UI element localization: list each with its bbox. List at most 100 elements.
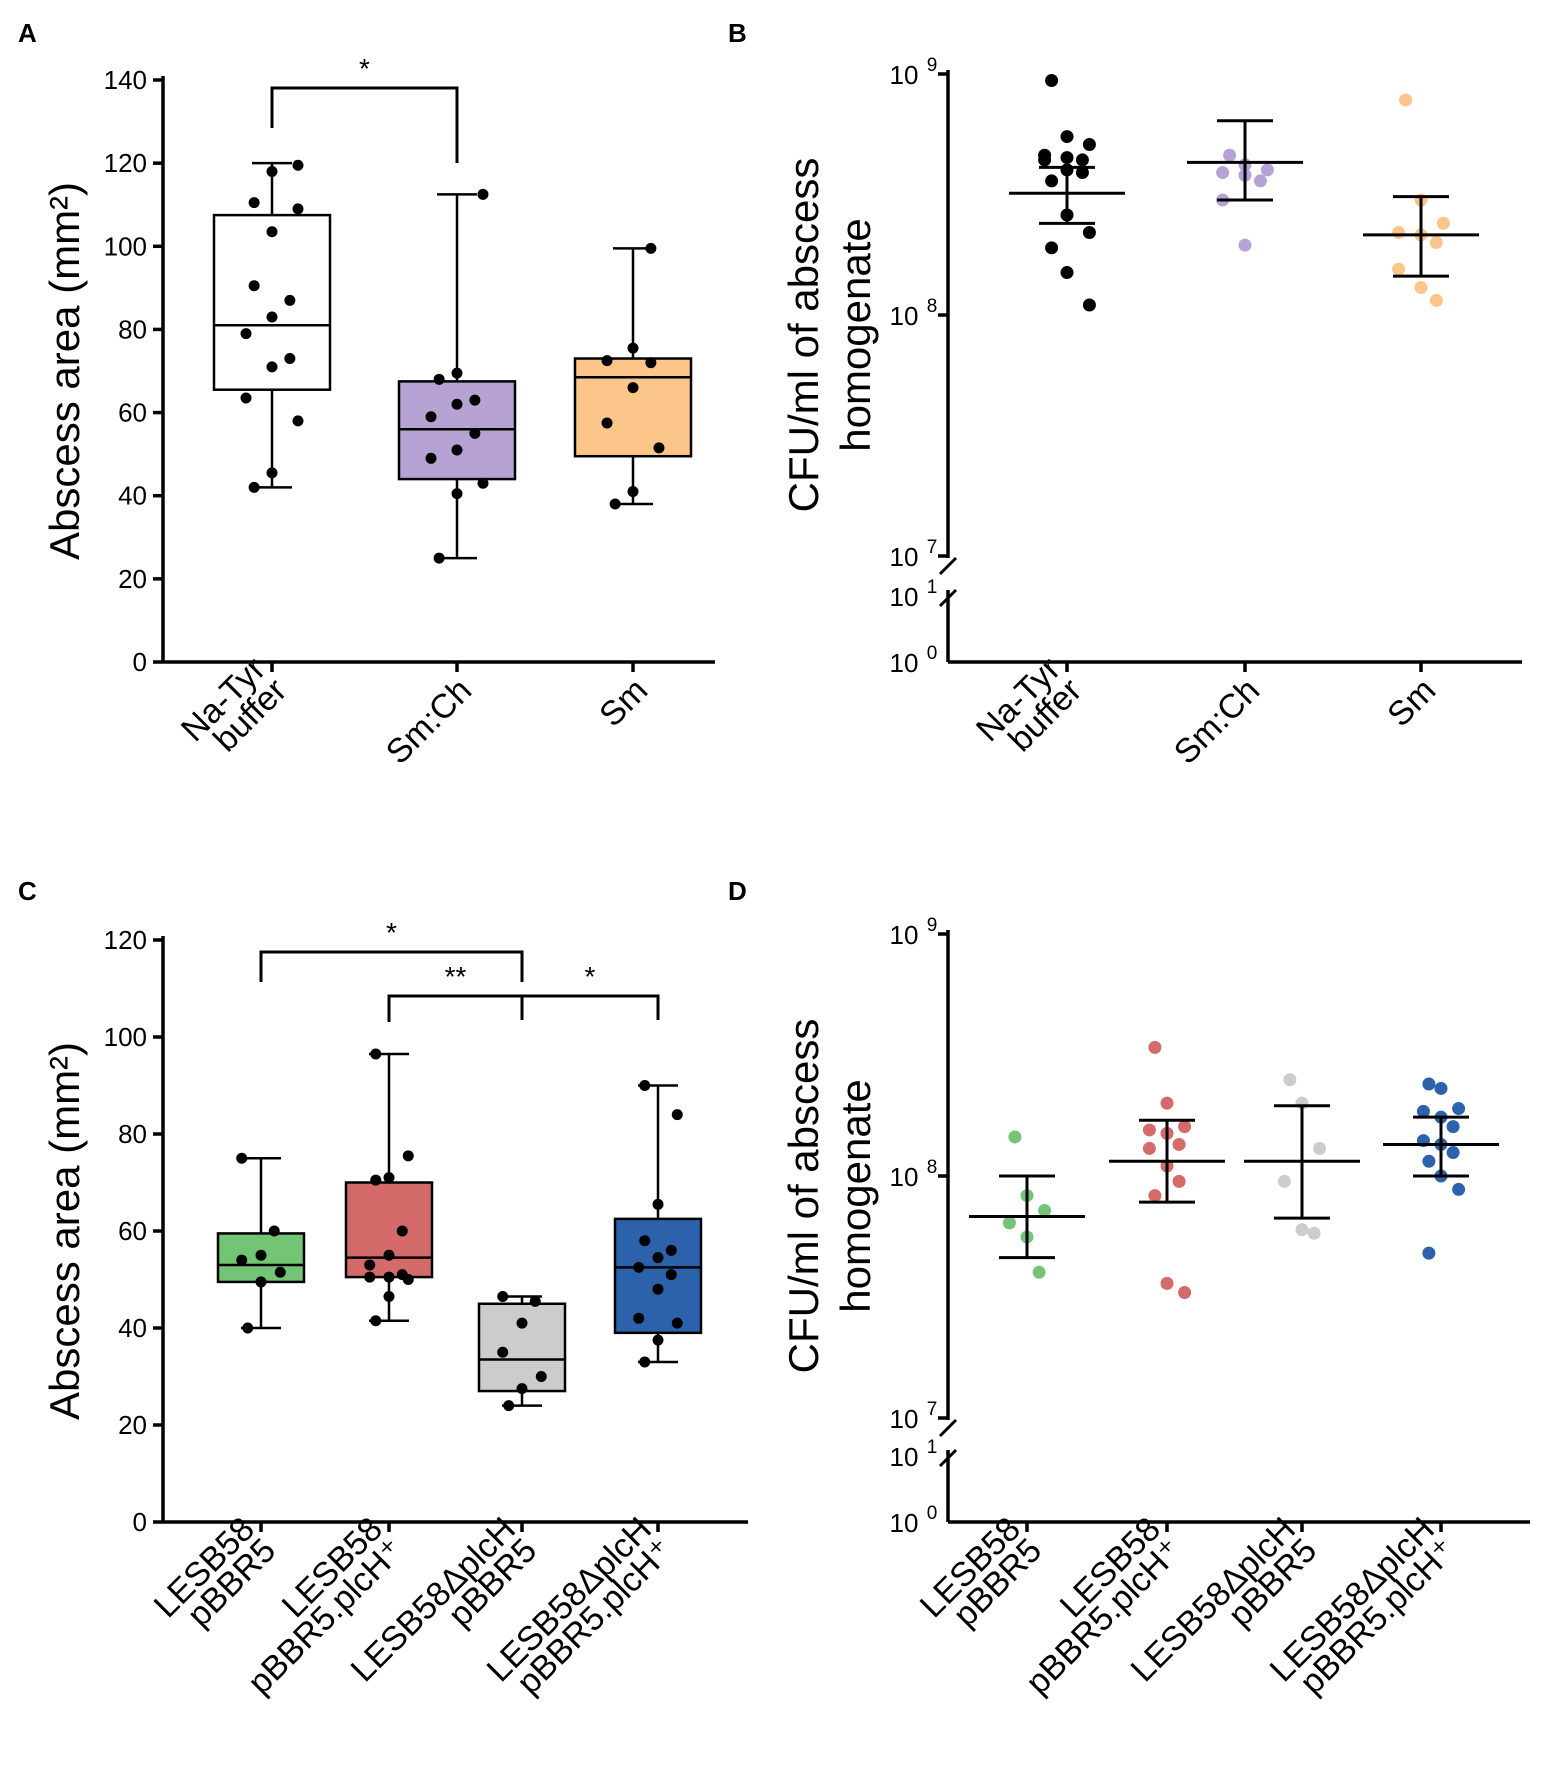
data-point: [1260, 163, 1274, 177]
data-point: [292, 159, 304, 171]
y-tick-label-base: 10: [890, 60, 919, 90]
data-point: [1082, 137, 1096, 151]
axis-break-mark: [938, 588, 958, 608]
data-point: [1452, 1102, 1466, 1116]
data-point: [1295, 1223, 1309, 1237]
data-point: [516, 1383, 528, 1395]
data-point: [1216, 166, 1230, 180]
data-point: [1307, 1226, 1321, 1240]
data-point: [396, 1225, 408, 1237]
data-point: [1178, 1120, 1192, 1134]
data-point: [364, 1271, 376, 1283]
data-point: [671, 1317, 683, 1329]
data-point: [1434, 1081, 1448, 1095]
data-point: [364, 1259, 376, 1271]
panel-label-d: D: [728, 876, 747, 906]
category-label: Sm:Ch: [1167, 671, 1267, 771]
data-point: [1060, 266, 1074, 280]
data-point: [425, 411, 437, 423]
data-point: [1172, 1137, 1186, 1151]
data-point: [240, 328, 252, 340]
data-point: [1082, 298, 1096, 312]
data-point: [1414, 281, 1428, 295]
data-point: [1002, 1216, 1016, 1230]
data-point: [1392, 262, 1406, 276]
data-point: [1160, 1276, 1174, 1290]
significance-label: *: [359, 53, 370, 84]
data-point: [1082, 225, 1096, 239]
y-tick-label: 20: [118, 564, 147, 594]
significance-bracket: [520, 994, 660, 1020]
y-axis-label: Abscess area (mm²): [41, 182, 88, 560]
data-point: [292, 203, 304, 215]
y-tick-label-exponent: 9: [927, 915, 938, 936]
y-axis-label-line: CFU/ml of abscess: [780, 1019, 827, 1374]
data-point: [266, 226, 278, 238]
data-point: [1075, 166, 1089, 180]
data-point: [1032, 1265, 1046, 1279]
data-point: [266, 311, 278, 323]
data-point: [639, 1235, 651, 1247]
category-label-line: Sm:Ch: [1167, 671, 1267, 771]
panel-b-chart: 10 0 10 1 10 7 10 8 10 9 CFU/ml of abscess homogena…: [780, 55, 1522, 772]
box: [613, 1217, 703, 1335]
data-point: [240, 392, 252, 404]
y-tick-label: 0: [133, 647, 147, 677]
data-point: [1008, 1130, 1022, 1144]
y-tick-label-base: 10: [890, 542, 919, 572]
data-point: [1392, 225, 1406, 239]
y-tick-label: 80: [118, 314, 147, 344]
axis-break-mark: [938, 1448, 958, 1468]
data-point: [268, 1225, 280, 1237]
significance-label: *: [585, 961, 596, 992]
data-point: [433, 552, 445, 564]
box: [212, 213, 332, 391]
data-point: [266, 467, 278, 479]
y-axis-label-line: homogenate: [832, 218, 879, 452]
y-tick-label-base: 10: [890, 1442, 919, 1472]
category-label: Sm:Ch: [379, 671, 479, 771]
y-tick-label-base: 10: [890, 582, 919, 612]
data-point: [1075, 153, 1089, 167]
data-point: [1045, 73, 1059, 87]
data-point: [1436, 216, 1450, 230]
data-point: [284, 353, 296, 365]
data-point: [627, 382, 639, 394]
data-point: [1045, 174, 1059, 188]
data-point: [1422, 1246, 1436, 1260]
y-axis-label-line: homogenate: [832, 1079, 879, 1313]
axis-break-mark: [938, 1418, 958, 1438]
data-point: [627, 342, 639, 354]
y-tick-label: 20: [118, 1410, 147, 1440]
y-tick-label: 100: [104, 1022, 147, 1052]
box: [216, 1232, 306, 1284]
data-point: [601, 355, 613, 367]
category-label-line: Sm: [1380, 671, 1443, 734]
data-point: [383, 1271, 395, 1283]
data-point: [451, 398, 463, 410]
y-tick-label-base: 10: [890, 1162, 919, 1192]
data-point: [469, 394, 481, 406]
data-point: [477, 477, 489, 489]
data-point: [292, 415, 304, 427]
data-point: [255, 1276, 267, 1288]
data-point: [627, 486, 639, 498]
significance-bracket: [270, 86, 459, 163]
y-tick-label-exponent: 8: [927, 1157, 938, 1178]
data-point: [1060, 151, 1074, 165]
data-point: [1283, 1073, 1297, 1087]
box: [477, 1302, 567, 1393]
data-point: [370, 1315, 382, 1327]
data-point: [451, 488, 463, 500]
data-point: [1172, 1174, 1186, 1188]
data-point: [1045, 241, 1059, 255]
data-point: [248, 481, 260, 493]
data-point: [370, 1048, 382, 1060]
y-tick-label: 120: [104, 148, 147, 178]
significance-bracket: [387, 994, 524, 1022]
y-tick-label-exponent: 7: [927, 537, 938, 558]
data-point: [248, 197, 260, 209]
category-label: Sm: [592, 671, 655, 734]
